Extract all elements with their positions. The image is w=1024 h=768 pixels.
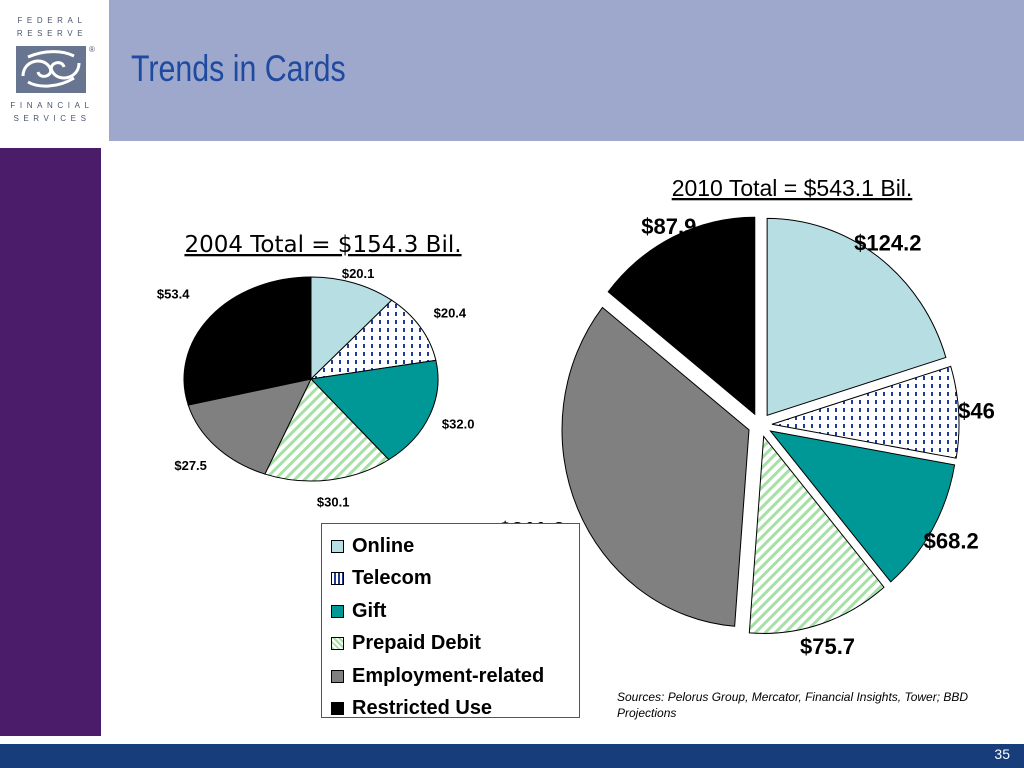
pie-2004-slice-employment-related	[187, 378, 312, 475]
footer-band	[0, 744, 1024, 768]
legend-swatch-restricted-use	[331, 702, 344, 716]
pie-2004-slice-gift	[309, 359, 439, 461]
legend-swatch-telecom	[331, 572, 344, 586]
pie-2004-data-label-employment-related: $27.5	[174, 458, 207, 473]
logo-text-bottom: FINANCIAL SERVICES	[0, 99, 104, 125]
legend-label: Telecom	[352, 567, 432, 590]
legend-item-telecom: Telecom	[322, 563, 579, 596]
logo-line-federal: FEDERAL	[17, 16, 87, 25]
logo-line-financial: FINANCIAL	[10, 101, 94, 110]
legend-item-online: Online	[322, 530, 579, 563]
chart-legend: Online Telecom Gift Prepaid Debit Employment…	[321, 523, 580, 719]
pie-2004-data-label-prepaid-debit: $30.1	[317, 495, 350, 510]
pie-2004-labels: $20.1 $20.4 $32.0 $30.1 $27.5 $53.4	[157, 266, 475, 510]
sources-note: Sources: Pelorus Group, Mercator, Financ…	[617, 690, 969, 720]
pie-2010-slice-gift	[769, 430, 956, 583]
left-accent-bar	[0, 148, 101, 736]
pie-2010-data-label-telecom: $46	[958, 398, 995, 423]
logo-text-top: FEDERAL RESERVE	[0, 14, 104, 40]
pie-2010-data-label-prepaid-debit: $75.7	[800, 634, 855, 659]
pie-2004-slice-restricted-use	[183, 276, 312, 406]
legend-item-employment-related: Employment-related	[322, 660, 579, 693]
chart-2004-title: 2004 Total = $154.3 Bil.	[184, 232, 461, 258]
legend-label: Prepaid Debit	[352, 632, 481, 655]
pie-chart-2010	[561, 216, 960, 634]
legend-item-prepaid-debit: Prepaid Debit	[322, 628, 579, 661]
registered-mark: ®	[89, 45, 95, 54]
legend-swatch-gift	[331, 604, 344, 618]
legend-item-restricted-use: Restricted Use	[322, 693, 579, 726]
pie-2004-data-label-telecom: $20.4	[434, 306, 467, 321]
legend-item-gift: Gift	[322, 595, 579, 628]
pie-2004-data-label-gift: $32.0	[442, 417, 475, 432]
chart-2010-title: 2010 Total = $543.1 Bil.	[672, 175, 913, 201]
page-title: Trends in Cards	[131, 48, 346, 89]
pie-2010-data-label-gift: $68.2	[924, 529, 979, 554]
pie-2010-slice-telecom	[771, 365, 960, 459]
pie-2010-data-label-online: $124.2	[854, 230, 921, 255]
pie-2004-slice-prepaid-debit	[264, 378, 390, 482]
legend-label: Online	[352, 534, 415, 557]
pie-2010-slice-restricted-use	[607, 216, 756, 416]
pie-2010-slice-prepaid-debit	[748, 435, 885, 634]
pie-2004-slice-online	[310, 276, 393, 381]
pie-2010-slice-online	[766, 217, 947, 417]
legend-swatch-employment-related	[331, 669, 344, 683]
page-number: 35	[994, 746, 1010, 762]
legend-label: Employment-related	[352, 664, 545, 687]
pie-chart-2004	[183, 276, 439, 482]
legend-swatch-online	[331, 539, 344, 553]
pie-2010-slice-employment-related	[561, 306, 750, 627]
federal-reserve-logo-mark: ®	[16, 45, 95, 93]
logo-line-services: SERVICES	[13, 114, 91, 123]
legend-label: Gift	[352, 599, 387, 622]
header-band	[109, 0, 1024, 141]
pie-2004-data-label-online: $20.1	[342, 266, 375, 281]
legend-label: Restricted Use	[352, 697, 493, 720]
logo: FEDERAL RESERVE ® FINANCIAL SERVICES	[0, 0, 104, 141]
logo-line-reserve: RESERVE	[16, 29, 88, 38]
pie-2004-slice-telecom	[309, 299, 437, 380]
pie-2004-data-label-restricted-use: $53.4	[157, 286, 190, 301]
pie-2010-data-label-restricted-use: $87.9	[641, 214, 696, 239]
legend-swatch-prepaid-debit	[331, 637, 344, 651]
